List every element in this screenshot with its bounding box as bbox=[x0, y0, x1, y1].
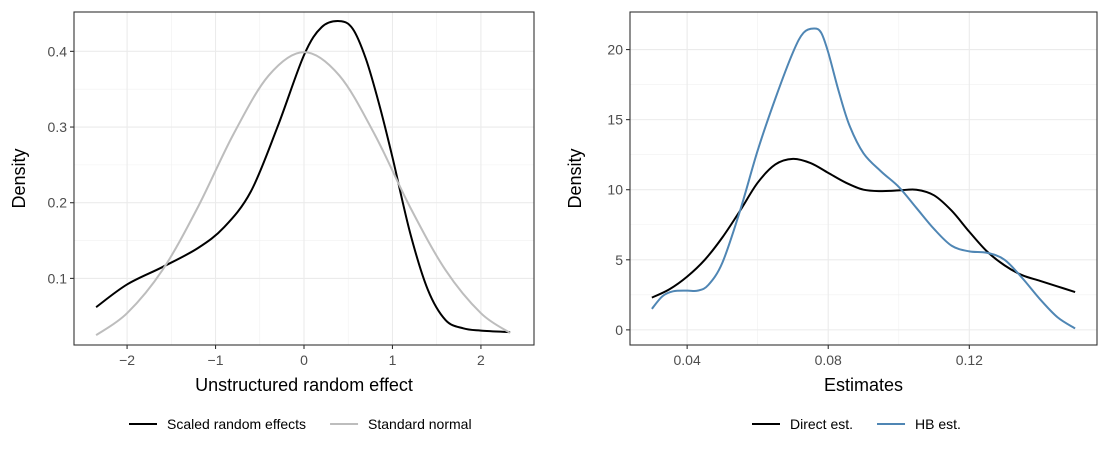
legend-label-1: Scaled random effects bbox=[167, 416, 306, 432]
legend: Direct est. HB est. bbox=[752, 416, 961, 432]
legend-label-2: Standard normal bbox=[368, 416, 472, 432]
x-tick-label: 0.08 bbox=[815, 352, 842, 368]
x-axis-title: Estimates bbox=[824, 375, 903, 395]
y-axis-title: Density bbox=[565, 148, 585, 208]
y-axis-title: Density bbox=[9, 148, 29, 208]
x-axis-title: Unstructured random effect bbox=[195, 375, 413, 395]
grid bbox=[630, 12, 1097, 345]
y-tick-label: 20 bbox=[607, 42, 623, 58]
y-tick-label: 15 bbox=[607, 112, 623, 128]
y-tick-label: 0.3 bbox=[48, 119, 68, 135]
legend-label-1: Direct est. bbox=[790, 416, 853, 432]
chart-panel-1: −2 −1 0 1 2 0.1 0.2 0.3 0.4 Unstructured random e… bbox=[9, 11, 535, 432]
series-line-2 bbox=[95, 51, 511, 336]
series-line-1 bbox=[651, 157, 1076, 299]
series-line-2 bbox=[651, 27, 1076, 330]
x-tick-label: 0 bbox=[300, 352, 308, 368]
grid bbox=[74, 12, 534, 345]
y-tick-label: 0.2 bbox=[48, 195, 68, 211]
x-tick-label: −1 bbox=[208, 352, 224, 368]
legend-label-2: HB est. bbox=[915, 416, 961, 432]
x-tick-label: −2 bbox=[119, 352, 135, 368]
y-tick-label: 0.4 bbox=[48, 43, 68, 59]
x-tick-label: 0.04 bbox=[674, 352, 701, 368]
y-tick-label: 10 bbox=[607, 182, 623, 198]
x-tick-label: 1 bbox=[389, 352, 397, 368]
series-line-1 bbox=[95, 20, 511, 334]
panel-border bbox=[629, 11, 1098, 346]
y-tick-label: 0 bbox=[615, 322, 623, 338]
x-tick-label: 2 bbox=[477, 352, 485, 368]
chart-panel-2: 0.04 0.08 0.12 0 5 10 15 20 Estimates Density Dire… bbox=[565, 11, 1098, 432]
y-tick-label: 5 bbox=[615, 252, 623, 268]
x-tick-label: 0.12 bbox=[956, 352, 983, 368]
legend: Scaled random effects Standard normal bbox=[129, 416, 472, 432]
y-tick-label: 0.1 bbox=[48, 270, 68, 286]
